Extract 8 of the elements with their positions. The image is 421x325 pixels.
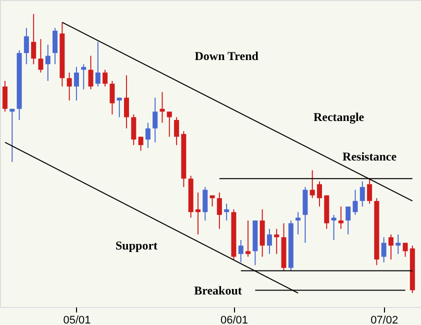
x-tick-label: 07/02 [370,314,398,325]
annotation: Breakout [194,283,242,298]
x-tick-label: 05/01 [63,314,91,325]
annotation: Rectangle [313,110,365,124]
annotation: Resistance [342,149,398,164]
annotation: Down Trend [194,48,259,63]
x-tick-label: 06/01 [220,314,248,325]
annotation: Support [116,238,158,253]
